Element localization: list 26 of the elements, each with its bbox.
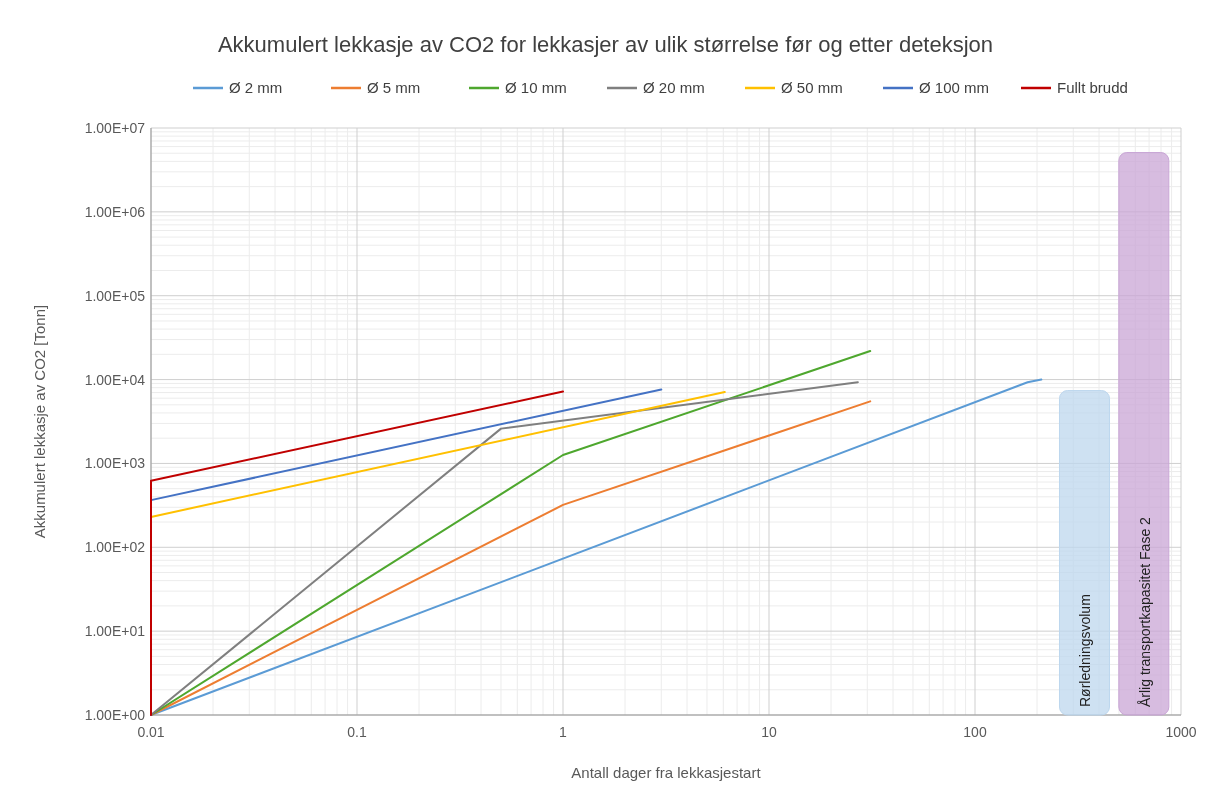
y-tick-label: 1.00E+06	[84, 203, 146, 220]
legend-label: Ø 50 mm	[781, 79, 843, 96]
x-tick-label: 10	[761, 724, 777, 740]
x-tick-label: 0.01	[137, 724, 165, 740]
y-tick-label: 1.00E+01	[84, 623, 146, 640]
y-tick-label: 1.00E+02	[84, 539, 146, 556]
x-tick-label: 100	[963, 724, 987, 740]
y-tick-label: 1.00E+05	[84, 287, 146, 304]
series-label: Rørledningsvolum	[1077, 594, 1094, 707]
legend-label: Ø 20 mm	[643, 79, 705, 96]
legend-label: Ø 5 mm	[367, 79, 421, 96]
legend-label: Fullt brudd	[1057, 79, 1128, 96]
y-tick-label: 1.00E+00	[84, 707, 146, 723]
y-tick-label: 1.00E+04	[84, 371, 146, 388]
legend-label: Ø 10 mm	[505, 79, 567, 96]
x-tick-label: 0.1	[347, 724, 367, 740]
legend-label: Ø 100 mm	[919, 79, 990, 96]
legend-label: Ø 2 mm	[229, 79, 283, 96]
y-tick-label: 1.00E+03	[84, 455, 146, 472]
y-axis-title: Akkumulert lekkasje av CO2 [Tonn]	[31, 304, 48, 539]
chart-title: Akkumulert lekkasje av CO2 for lekkasjer av ulik størrelse før og etter deteksjon	[217, 32, 994, 57]
x-tick-label: 1000	[1165, 724, 1197, 740]
x-axis-title: Antall dager fra lekkasjestart	[571, 764, 762, 781]
x-tick-label: 1	[559, 724, 568, 740]
series-label: Årlig transportkapasitet Fase 2	[1136, 516, 1153, 707]
y-tick-label: 1.00E+07	[84, 120, 146, 136]
